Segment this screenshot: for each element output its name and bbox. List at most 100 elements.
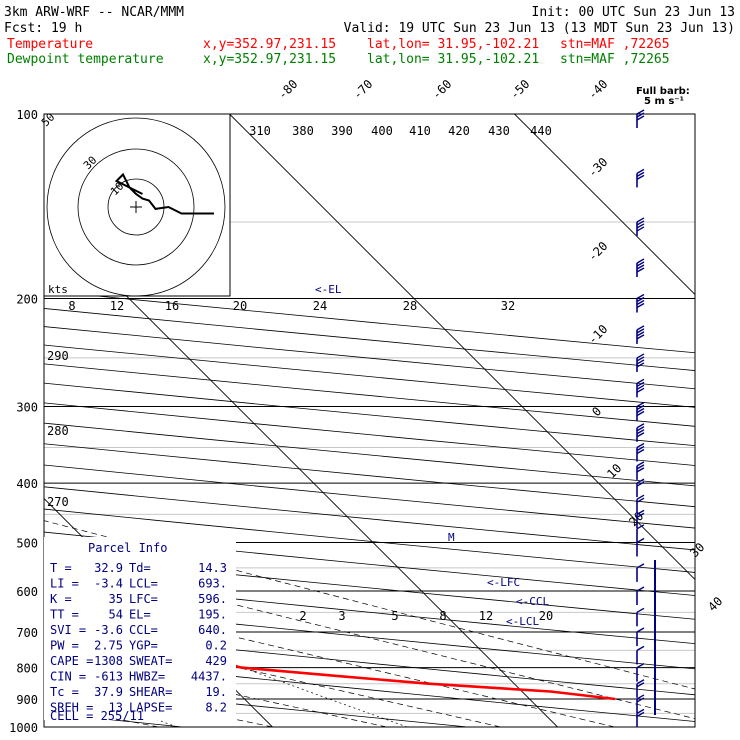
barb-flag bbox=[636, 267, 645, 273]
wind-barbs bbox=[636, 109, 656, 728]
barb-flag bbox=[636, 426, 645, 432]
barb-flag bbox=[636, 362, 645, 368]
pressure-label-400: 400 bbox=[16, 477, 38, 491]
parcel-key: SREH = bbox=[50, 701, 93, 715]
parcel-info-title: Parcel Info bbox=[88, 541, 167, 555]
barb-flag bbox=[636, 461, 645, 467]
dry-adiabat-310 bbox=[44, 656, 695, 722]
parcel-key: T = bbox=[50, 561, 72, 575]
m-marker: M bbox=[448, 531, 455, 544]
barb-flag bbox=[636, 524, 645, 530]
isotherm-label-10: 10 bbox=[604, 461, 624, 481]
wind-barb bbox=[636, 645, 645, 665]
hodograph-trace bbox=[114, 172, 214, 215]
barb-flag bbox=[636, 331, 645, 337]
pressure-label-900: 900 bbox=[16, 693, 38, 707]
parcel-value: 1308 bbox=[94, 654, 123, 668]
parcel-row: T = 32.9 Td= 14.3 bbox=[50, 561, 227, 575]
barb-flag bbox=[636, 697, 645, 703]
parcel-key: SWEAT= bbox=[129, 654, 172, 668]
barb-legend: Full barb: 5 m s⁻¹ bbox=[636, 86, 690, 107]
wind-barb bbox=[636, 168, 645, 188]
barb-flag bbox=[636, 407, 645, 414]
hodograph-ring-outer bbox=[46, 117, 226, 297]
barb-flag bbox=[636, 328, 645, 334]
lcl-marker: <-LCL bbox=[506, 615, 539, 628]
parcel-value: 596. bbox=[198, 592, 227, 606]
parcel-value: -613 bbox=[94, 670, 123, 684]
barb-flag bbox=[636, 423, 645, 429]
theta-side-label-280: 280 bbox=[47, 424, 69, 438]
theta-label-410: 410 bbox=[409, 124, 431, 138]
isotherm-label-40: 40 bbox=[705, 594, 725, 614]
barb-flag bbox=[636, 258, 645, 264]
wind-barb bbox=[636, 325, 645, 344]
barb-flag bbox=[636, 497, 645, 503]
barb-flag bbox=[636, 174, 645, 181]
wind-barb bbox=[636, 442, 645, 462]
barb-flag bbox=[636, 359, 645, 365]
mixing-ratio-8 bbox=[0, 591, 2, 727]
mixing-label-8: 8 bbox=[68, 299, 75, 313]
dry-adiabat-320 bbox=[44, 630, 695, 696]
temperature-legend: Temperature bbox=[7, 37, 93, 52]
mixing-label-12: 12 bbox=[110, 299, 124, 313]
level-markers: <-EL <-LFC <-CCL <-LCL M bbox=[315, 283, 549, 628]
dry-adiabat-470 bbox=[44, 308, 695, 371]
barb-flag bbox=[636, 217, 645, 223]
parcel-key: LCL= bbox=[129, 577, 158, 591]
parcel-value: -3.6 bbox=[94, 623, 123, 637]
isotherm-40 bbox=[229, 114, 695, 581]
barb-flag bbox=[636, 381, 645, 387]
barb-flag bbox=[636, 464, 645, 470]
isotherm-label--20: -20 bbox=[585, 239, 610, 264]
parcel-key: SHEAR= bbox=[129, 685, 172, 699]
mixing-label-32: 32 bbox=[501, 299, 515, 313]
theta-side-label-270: 270 bbox=[47, 495, 69, 509]
theta-label-390: 390 bbox=[331, 124, 353, 138]
barb-flag bbox=[636, 378, 645, 384]
barb-flag bbox=[636, 467, 645, 473]
parcel-row: CIN = -613 HWBZ= 4437. bbox=[50, 670, 227, 684]
barb-flag bbox=[636, 481, 645, 487]
parcel-key: EL= bbox=[129, 608, 151, 622]
wind-barb bbox=[636, 401, 645, 421]
parcel-row: K = 35 LFC= 596. bbox=[50, 592, 227, 606]
dry-adiabat-450 bbox=[44, 344, 695, 408]
parcel-info-rows: T = 32.9 Td= 14.3 LI = -3.4 LCL= 693. K = 35 LFC= 5… bbox=[50, 561, 227, 715]
diagram-frame bbox=[43, 113, 696, 728]
isotherm-label--70: -70 bbox=[350, 77, 375, 102]
barb-flag bbox=[636, 220, 645, 226]
wind-barb bbox=[636, 537, 645, 557]
temp-xy: x,y=352.97,231.15 bbox=[203, 37, 336, 52]
valid-time: Valid: 19 UTC Sun 23 Jun 13 (13 MDT Sun … bbox=[344, 21, 735, 36]
wind-barb bbox=[636, 478, 645, 498]
moist-adiabat-28 bbox=[44, 624, 501, 727]
parcel-key: LI = bbox=[50, 577, 79, 591]
pressure-label-300: 300 bbox=[16, 400, 38, 414]
parcel-row: CAPE = 1308 SWEAT= 429 bbox=[50, 654, 227, 668]
hodograph-trace-group bbox=[114, 172, 214, 215]
header: 3km ARW-WRF -- NCAR/MMM Init: 00 UTC Sun… bbox=[4, 5, 735, 67]
temp-station: stn=MAF ,72265 bbox=[560, 37, 670, 52]
init-time: Init: 00 UTC Sun 23 Jun 13 bbox=[532, 5, 736, 20]
wind-barb bbox=[636, 494, 645, 514]
barb-flag bbox=[636, 410, 645, 417]
parcel-value: 0.2 bbox=[205, 639, 227, 653]
barb-flag bbox=[636, 334, 645, 340]
wind-barb bbox=[636, 627, 645, 647]
mixing-low-label-8: 8 bbox=[439, 609, 446, 623]
pressure-label-1000: 1000 bbox=[9, 721, 38, 735]
dew-xy: x,y=352.97,231.15 bbox=[203, 52, 336, 67]
barb-flag bbox=[636, 694, 645, 700]
theta-label-420: 420 bbox=[448, 124, 470, 138]
dewpoint-legend: Dewpoint temperature bbox=[7, 52, 164, 67]
barb-flag bbox=[636, 445, 645, 452]
isotherm-label--80: -80 bbox=[275, 77, 300, 102]
parcel-row: SREH = 13 LAPSE= 8.2 bbox=[50, 701, 227, 715]
hodograph-ring-middle bbox=[77, 148, 195, 266]
parcel-value: 693. bbox=[198, 577, 227, 591]
pressure-label-800: 800 bbox=[16, 662, 38, 676]
model-title: 3km ARW-WRF -- NCAR/MMM bbox=[4, 5, 184, 20]
theta-label-380: 380 bbox=[292, 124, 314, 138]
